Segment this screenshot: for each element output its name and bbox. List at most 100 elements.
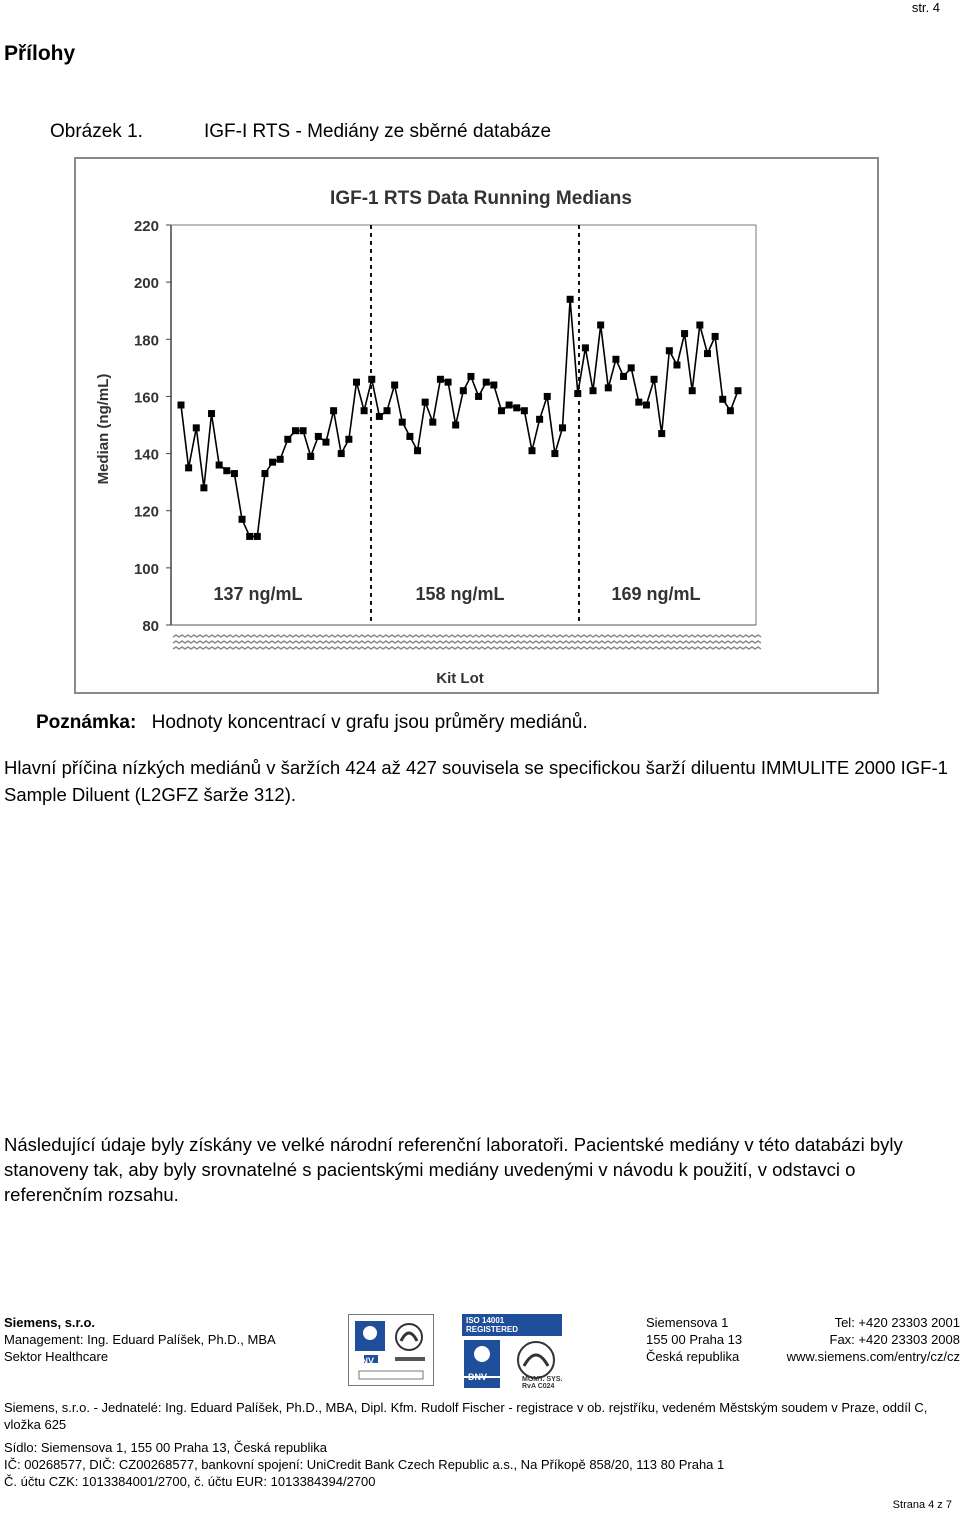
median-point bbox=[208, 410, 216, 418]
footer-legal: Siemens, s.r.o. - Jednatelé: Ing. Eduard… bbox=[4, 1400, 928, 1432]
footer-address-block: Siemensova 1 155 00 Praha 13 Česká repub… bbox=[646, 1314, 806, 1365]
y-tick-label: 100 bbox=[134, 561, 159, 578]
y-axis-label: Median (ng/mL) bbox=[95, 374, 112, 485]
median-point bbox=[642, 401, 650, 409]
median-point bbox=[185, 464, 193, 472]
dnv-norway-logo-icon bbox=[355, 1321, 425, 1380]
median-point bbox=[513, 404, 521, 412]
median-point bbox=[711, 332, 719, 340]
median-point bbox=[223, 467, 231, 475]
figure-label: Obrázek 1. bbox=[50, 121, 143, 142]
median-point bbox=[528, 447, 536, 455]
x-axis-lot-labels-row bbox=[172, 646, 762, 650]
median-chart: IGF-1 RTS Data Running Medians Median (n… bbox=[95, 188, 762, 687]
median-point bbox=[475, 392, 483, 400]
median-point bbox=[604, 384, 612, 392]
chart-title: IGF-1 RTS Data Running Medians bbox=[330, 188, 632, 209]
median-point bbox=[635, 398, 643, 406]
median-point bbox=[612, 355, 620, 363]
paragraph-reference: Následující údaje byly získány ve velké … bbox=[4, 1134, 903, 1205]
chart-note: Poznámka: Hodnoty koncentrací v grafu js… bbox=[36, 712, 588, 734]
x-axis-lot-labels-row bbox=[172, 640, 762, 644]
footer-seat: Sídlo: Siemensova 1, 155 00 Praha 13, Če… bbox=[4, 1440, 328, 1455]
median-point bbox=[696, 321, 704, 329]
median-point bbox=[490, 381, 498, 389]
median-point bbox=[253, 532, 261, 540]
footer-management: Management: Ing. Eduard Palíšek, Ph.D., … bbox=[4, 1332, 276, 1347]
median-point bbox=[406, 432, 414, 440]
median-point bbox=[620, 372, 628, 380]
dnv-right-text: DNV bbox=[468, 1372, 488, 1382]
footer-fax: Fax: +420 23303 2008 bbox=[829, 1332, 960, 1347]
median-point bbox=[276, 455, 284, 463]
median-point bbox=[726, 407, 734, 415]
median-point bbox=[520, 407, 528, 415]
x-axis-label: Kit Lot bbox=[436, 670, 483, 687]
median-point bbox=[391, 381, 399, 389]
median-point bbox=[551, 450, 559, 458]
median-point bbox=[177, 401, 185, 409]
y-tick-label: 80 bbox=[142, 618, 159, 635]
median-point bbox=[330, 407, 338, 415]
median-point bbox=[497, 407, 505, 415]
period-median-label: 158 ng/mL bbox=[415, 584, 504, 604]
chart-frame: IGF-1 RTS Data Running Medians Median (n… bbox=[74, 157, 879, 694]
median-point bbox=[375, 412, 383, 420]
footer-address-country: Česká republika bbox=[646, 1349, 740, 1364]
footer-contact-block: Tel: +420 23303 2001 Fax: +420 23303 200… bbox=[780, 1314, 960, 1365]
median-point bbox=[574, 390, 582, 398]
page-number-bottom: Strana 4 z 7 bbox=[892, 1499, 952, 1511]
median-point bbox=[658, 430, 666, 438]
median-point bbox=[581, 344, 589, 352]
median-point bbox=[719, 395, 727, 403]
median-point bbox=[459, 387, 467, 395]
footer-sector: Sektor Healthcare bbox=[4, 1349, 109, 1364]
median-series-line bbox=[180, 299, 739, 538]
footer-company-block: Siemens, s.r.o. Management: Ing. Eduard … bbox=[4, 1314, 304, 1365]
median-point bbox=[261, 470, 269, 478]
median-point bbox=[429, 418, 437, 426]
median-point bbox=[703, 350, 711, 358]
median-point bbox=[482, 378, 490, 386]
median-point bbox=[589, 387, 597, 395]
footer-registration-block: Sídlo: Siemensova 1, 155 00 Praha 13, Če… bbox=[4, 1439, 956, 1490]
median-point bbox=[650, 375, 658, 383]
median-point bbox=[627, 364, 635, 372]
median-point bbox=[360, 407, 368, 415]
footer-web-link[interactable]: www.siemens.com/entry/cz/cz bbox=[786, 1349, 960, 1364]
median-point bbox=[414, 447, 422, 455]
median-point bbox=[436, 375, 444, 383]
median-point bbox=[307, 452, 315, 460]
median-point bbox=[314, 432, 322, 440]
median-point bbox=[337, 450, 345, 458]
footer-address-city: 155 00 Praha 13 bbox=[646, 1332, 743, 1347]
median-point bbox=[566, 295, 574, 303]
median-point bbox=[452, 421, 460, 429]
median-point bbox=[536, 415, 544, 423]
median-point bbox=[421, 398, 429, 406]
y-tick-label: 140 bbox=[134, 447, 159, 464]
period-median-label: 137 ng/mL bbox=[213, 584, 302, 604]
paragraph-cause: Hlavní příčina nízkých mediánů v šaržích… bbox=[4, 757, 948, 805]
footer-accounts: Č. účtu CZK: 1013384001/2700, č. účtu EU… bbox=[4, 1474, 376, 1489]
median-point bbox=[322, 438, 330, 446]
median-point bbox=[345, 435, 353, 443]
y-tick-label: 160 bbox=[134, 389, 159, 406]
y-tick-label: 180 bbox=[134, 332, 159, 349]
median-point bbox=[200, 484, 208, 492]
median-point bbox=[673, 361, 681, 369]
y-tick-label: 200 bbox=[134, 275, 159, 292]
median-point bbox=[444, 378, 452, 386]
median-point bbox=[505, 401, 513, 409]
median-point bbox=[246, 532, 254, 540]
certification-logo-right: ISO 14001 REGISTERED DNV MGMT. SYS. RvA … bbox=[462, 1314, 572, 1390]
median-point bbox=[284, 435, 292, 443]
y-tick-label: 220 bbox=[134, 218, 159, 235]
median-point bbox=[597, 321, 605, 329]
median-point bbox=[467, 372, 475, 380]
section-title: Přílohy bbox=[4, 42, 76, 65]
iso-registered-label: ISO 14001 REGISTERED bbox=[462, 1314, 562, 1336]
median-point bbox=[269, 458, 277, 466]
median-point bbox=[665, 347, 673, 355]
footer-ids: IČ: 00268577, DIČ: CZ00268577, bankovní … bbox=[4, 1457, 725, 1472]
